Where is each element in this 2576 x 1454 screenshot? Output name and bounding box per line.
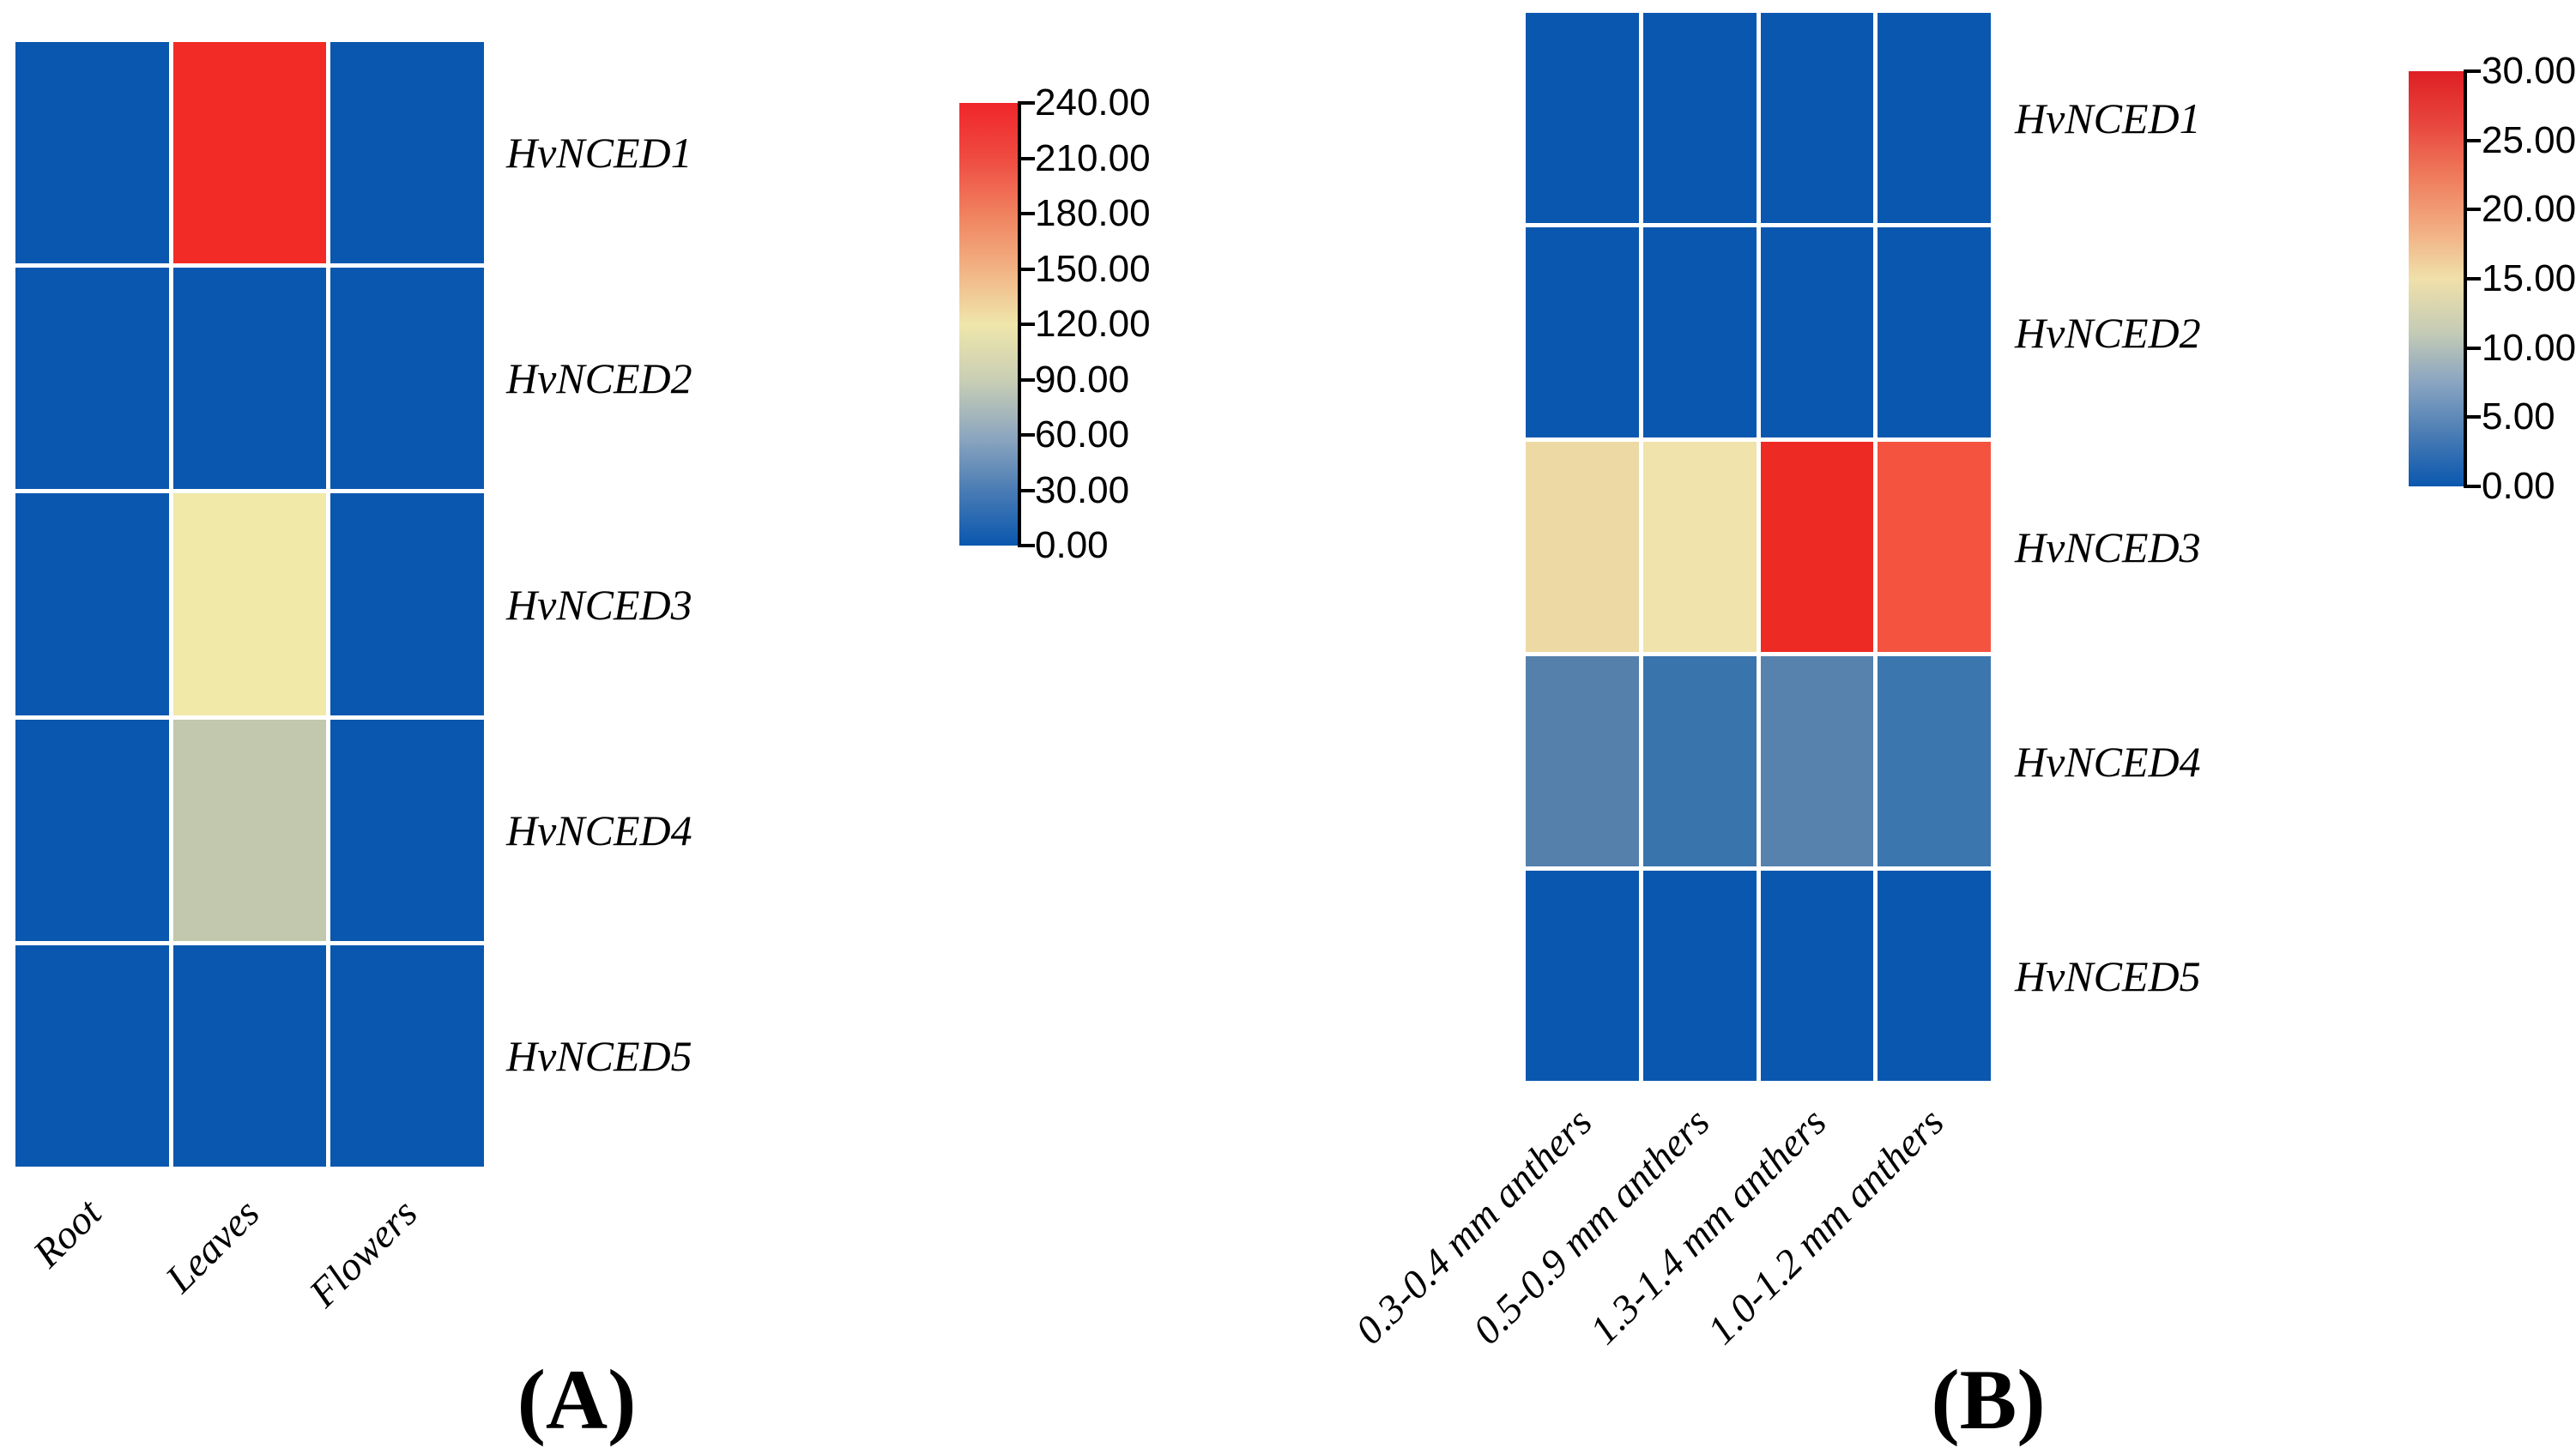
heatmap-cell-b-r2-c2 <box>1642 227 1757 437</box>
col-label-a-1: Root <box>25 1191 111 1276</box>
heatmap-cell-a-r2-c1 <box>15 268 169 490</box>
heatmap-cell-a-r4-c3 <box>330 719 484 941</box>
heatmap-cell-b-r1-c2 <box>1642 13 1757 223</box>
colorbar-tick-label-a-1: 240.00 <box>1035 81 1151 124</box>
row-label-b-1: HvNCED1 <box>2015 94 2201 142</box>
heatmap-cell-b-r5-c3 <box>1760 871 1874 1081</box>
colorbar-tick-a-2 <box>1020 156 1035 160</box>
colorbar-tick-label-b-6: 5.00 <box>2482 395 2555 438</box>
row-label-a-1: HvNCED1 <box>506 129 692 178</box>
heatmap-cell-b-r2-c4 <box>1878 227 1991 437</box>
colorbar-tick-label-a-6: 90.00 <box>1035 358 1130 401</box>
colorbar-tick-b-4 <box>2466 277 2481 281</box>
heatmap-cell-a-r1-c2 <box>172 42 327 264</box>
heatmap-cell-b-r3-c2 <box>1642 442 1757 652</box>
col-label-a-3: Flowers <box>300 1191 426 1316</box>
colorbar-tick-label-b-2: 25.00 <box>2482 118 2576 161</box>
heatmap-cell-a-r5-c3 <box>330 944 484 1167</box>
caption-panel-a: (A) <box>517 1352 637 1447</box>
colorbar-tick-label-b-7: 0.00 <box>2482 465 2555 507</box>
colorbar-tick-label-a-2: 210.00 <box>1035 136 1151 179</box>
colorbar-tick-label-a-7: 60.00 <box>1035 413 1130 456</box>
colorbar-tick-b-1 <box>2466 69 2481 73</box>
heatmap-panel-a <box>15 42 484 1167</box>
heatmap-cell-a-r2-c3 <box>330 268 484 490</box>
row-label-b-5: HvNCED5 <box>2015 951 2201 1000</box>
heatmap-cell-a-r5-c2 <box>172 944 327 1167</box>
heatmap-cell-b-r1-c4 <box>1878 13 1991 223</box>
heatmap-cell-a-r4-c2 <box>172 719 327 941</box>
heatmap-cell-b-r4-c1 <box>1526 656 1639 866</box>
heatmap-cell-a-r1-c1 <box>15 42 169 264</box>
colorbar-tick-a-4 <box>1020 267 1035 271</box>
heatmap-cell-a-r3-c1 <box>15 493 169 715</box>
colorbar-tick-a-3 <box>1020 212 1035 215</box>
heatmap-cell-b-r5-c2 <box>1642 871 1757 1081</box>
heatmap-cell-a-r3-c2 <box>172 493 327 715</box>
heatmap-cell-b-r3-c1 <box>1526 442 1639 652</box>
colorbar-axis-a <box>1018 101 1021 547</box>
colorbar-tick-b-5 <box>2466 346 2481 350</box>
colorbar-tick-b-3 <box>2466 208 2481 212</box>
heatmap-cell-b-r4-c4 <box>1878 656 1991 866</box>
row-label-a-5: HvNCED5 <box>506 1031 692 1080</box>
heatmap-cell-a-r4-c1 <box>15 719 169 941</box>
row-label-a-4: HvNCED4 <box>506 805 692 854</box>
colorbar-gradient-a <box>959 103 1018 546</box>
heatmap-cell-a-r2-c2 <box>172 268 327 490</box>
heatmap-cell-b-r2-c1 <box>1526 227 1639 437</box>
heatmap-cell-b-r1-c1 <box>1526 13 1639 223</box>
colorbar-tick-a-6 <box>1020 377 1035 382</box>
heatmap-cell-b-r4-c2 <box>1642 656 1757 866</box>
colorbar-tick-label-a-5: 120.00 <box>1035 303 1151 345</box>
col-label-a-2: Leaves <box>157 1191 269 1302</box>
colorbar-tick-b-2 <box>2466 138 2481 142</box>
colorbar-tick-label-a-4: 150.00 <box>1035 247 1151 290</box>
colorbar-tick-label-a-3: 180.00 <box>1035 192 1151 234</box>
colorbar-tick-b-7 <box>2466 485 2481 488</box>
colorbar-tick-label-b-1: 30.00 <box>2482 50 2576 92</box>
colorbar-tick-a-7 <box>1020 433 1035 437</box>
heatmap-cell-b-r5-c1 <box>1526 871 1639 1081</box>
heatmap-cell-a-r5-c1 <box>15 944 169 1167</box>
heatmap-cell-b-r2-c3 <box>1760 227 1874 437</box>
heatmap-cell-a-r3-c3 <box>330 493 484 715</box>
colorbar-tick-b-6 <box>2466 415 2481 419</box>
heatmap-cell-b-r1-c3 <box>1760 13 1874 223</box>
colorbar-gradient-b <box>2409 71 2464 486</box>
heatmap-cell-a-r1-c3 <box>330 42 484 264</box>
row-label-b-4: HvNCED4 <box>2015 737 2201 786</box>
row-label-a-2: HvNCED2 <box>506 354 692 403</box>
colorbar-axis-b <box>2464 69 2467 488</box>
heatmap-cell-b-r4-c3 <box>1760 656 1874 866</box>
colorbar-tick-label-b-5: 10.00 <box>2482 326 2576 369</box>
colorbar-tick-label-b-4: 15.00 <box>2482 257 2576 299</box>
heatmap-panel-b <box>1526 13 1991 1081</box>
colorbar-tick-a-1 <box>1020 101 1035 105</box>
colorbar-tick-label-b-3: 20.00 <box>2482 188 2576 231</box>
colorbar-tick-label-a-9: 0.00 <box>1035 524 1109 566</box>
row-label-b-3: HvNCED3 <box>2015 522 2201 571</box>
colorbar-tick-label-a-8: 30.00 <box>1035 468 1130 511</box>
heatmap-cell-b-r3-c4 <box>1878 442 1991 652</box>
row-label-a-3: HvNCED3 <box>506 580 692 629</box>
colorbar-tick-a-8 <box>1020 488 1035 492</box>
colorbar-tick-a-9 <box>1020 544 1035 547</box>
colorbar-tick-a-5 <box>1020 323 1035 326</box>
caption-panel-b: (B) <box>1931 1352 2046 1447</box>
heatmap-cell-b-r3-c3 <box>1760 442 1874 652</box>
heatmap-cell-b-r5-c4 <box>1878 871 1991 1081</box>
row-label-b-2: HvNCED2 <box>2015 308 2201 357</box>
